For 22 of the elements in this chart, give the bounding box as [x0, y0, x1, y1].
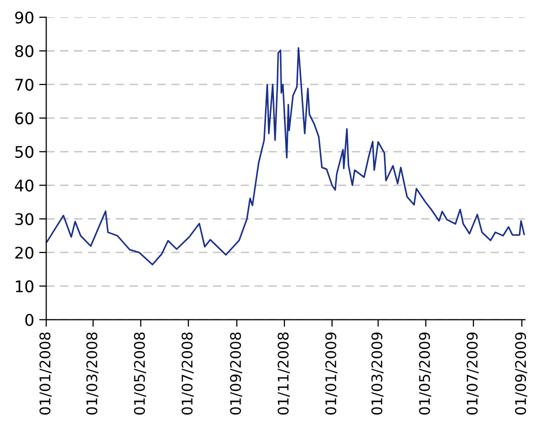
line-series	[46, 47, 525, 266]
y-tick-label: 0	[25, 314, 34, 326]
y-tick-label: 70	[15, 78, 34, 91]
x-tick-label: 01/11/2008	[278, 332, 290, 415]
x-tick-label: 01/05/2008	[134, 332, 146, 415]
x-tick-label: 01/01/2008	[39, 332, 52, 415]
y-tick-label: 30	[15, 213, 34, 226]
x-tick-label: 01/03/2008	[86, 332, 98, 415]
y-tick-label: 10	[16, 280, 34, 292]
x-tick-label: 01/01/2009	[325, 332, 338, 415]
y-tick-label: 20	[15, 246, 34, 259]
x-tick-label: 01/07/2008	[182, 332, 194, 415]
y-tick-label: 50	[15, 146, 34, 158]
y-tick-label: 80	[15, 45, 34, 58]
x-tick-label: 01/09/2008	[230, 332, 242, 415]
x-tick-label: 01/07/2009	[466, 332, 479, 415]
x-tick-label: 01/05/2009	[418, 332, 432, 415]
y-tick-label: 90	[15, 11, 34, 24]
y-tick-label: 60	[15, 112, 34, 124]
x-tick-label: 01/03/2009	[371, 332, 384, 415]
x-tick-label: 01/09/2009	[515, 332, 528, 415]
y-tick-label: 40	[14, 179, 34, 192]
